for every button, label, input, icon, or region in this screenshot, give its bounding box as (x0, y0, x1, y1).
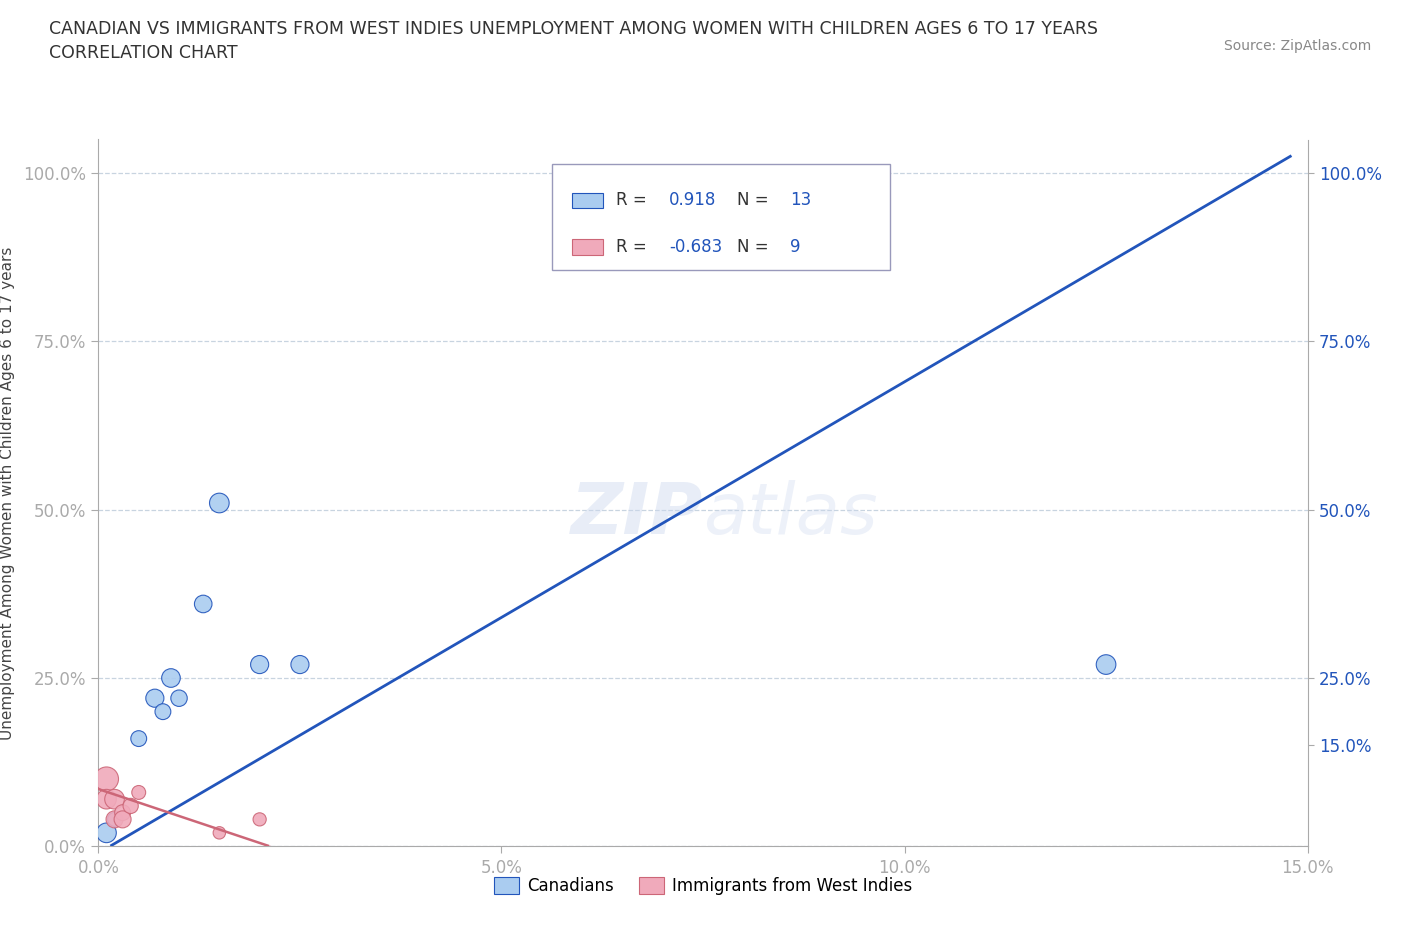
Point (143, 691, 166, 706)
Point (1095, 658, 1118, 672)
Point (128, 731, 150, 746)
Text: 13: 13 (790, 192, 811, 209)
FancyBboxPatch shape (572, 239, 603, 255)
Point (103, 791, 125, 806)
Point (128, 785, 150, 800)
Point (193, 596, 215, 611)
Point (249, 812, 271, 827)
Point (103, 812, 125, 827)
Point (96, 826, 118, 841)
Point (96, 791, 118, 806)
Point (103, 812, 125, 827)
Text: N =: N = (737, 192, 773, 209)
Point (120, 799, 142, 814)
Point (152, 704, 174, 719)
Text: 9: 9 (790, 238, 800, 256)
Text: ZIP: ZIP (571, 480, 703, 549)
Point (813, 219, 835, 234)
FancyBboxPatch shape (553, 165, 890, 271)
Text: Source: ZipAtlas.com: Source: ZipAtlas.com (1223, 39, 1371, 53)
Y-axis label: Unemployment Among Women with Children Ages 6 to 17 years: Unemployment Among Women with Children A… (0, 246, 14, 739)
Text: R =: R = (616, 192, 652, 209)
Point (111, 805, 134, 820)
Text: -0.683: -0.683 (669, 238, 723, 256)
Point (288, 658, 311, 672)
Text: atlas: atlas (703, 480, 877, 549)
Point (111, 812, 134, 827)
Text: CORRELATION CHART: CORRELATION CHART (49, 44, 238, 61)
Point (208, 826, 231, 841)
Text: CANADIAN VS IMMIGRANTS FROM WEST INDIES UNEMPLOYMENT AMONG WOMEN WITH CHILDREN A: CANADIAN VS IMMIGRANTS FROM WEST INDIES … (49, 20, 1098, 38)
Point (208, 496, 231, 511)
Point (167, 691, 190, 706)
Text: N =: N = (737, 238, 773, 256)
FancyBboxPatch shape (572, 193, 603, 208)
Point (249, 658, 271, 672)
Text: R =: R = (616, 238, 652, 256)
Text: 0.918: 0.918 (669, 192, 717, 209)
Point (160, 671, 183, 685)
Legend: Canadians, Immigrants from West Indies: Canadians, Immigrants from West Indies (486, 870, 920, 901)
Point (96, 772, 118, 787)
